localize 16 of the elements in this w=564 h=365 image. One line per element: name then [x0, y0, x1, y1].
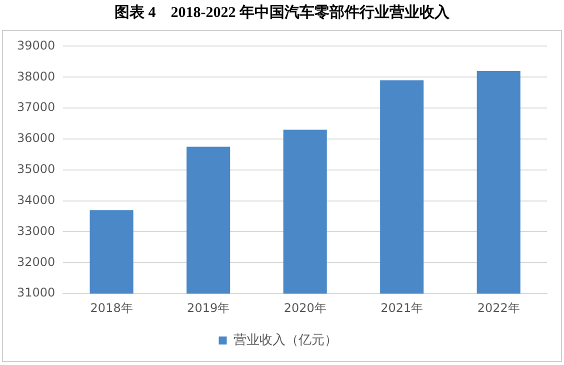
y-tick-label: 32000 — [16, 254, 56, 269]
x-tick-label: 2021年 — [380, 300, 424, 315]
chart-title: 图表 4 2018-2022 年中国汽车零部件行业营业收入 — [114, 3, 450, 23]
y-tick-label: 37000 — [16, 100, 56, 114]
y-tick-label: 34000 — [16, 192, 56, 207]
x-tick-label: 2018年 — [90, 300, 133, 315]
legend-label: 营业收入（亿元） — [233, 332, 338, 348]
y-tick-label: 33000 — [16, 224, 56, 238]
y-tick-label: 38000 — [16, 69, 56, 84]
x-tick-label: 2022年 — [477, 300, 520, 315]
y-tick-label: 35000 — [16, 162, 56, 176]
y-tick-label: 36000 — [16, 131, 56, 146]
y-tick-label: 39000 — [16, 38, 56, 52]
x-tick-label: 2019年 — [187, 300, 230, 315]
y-tick-label: 31000 — [16, 286, 56, 300]
x-tick-label: 2020年 — [284, 300, 326, 315]
